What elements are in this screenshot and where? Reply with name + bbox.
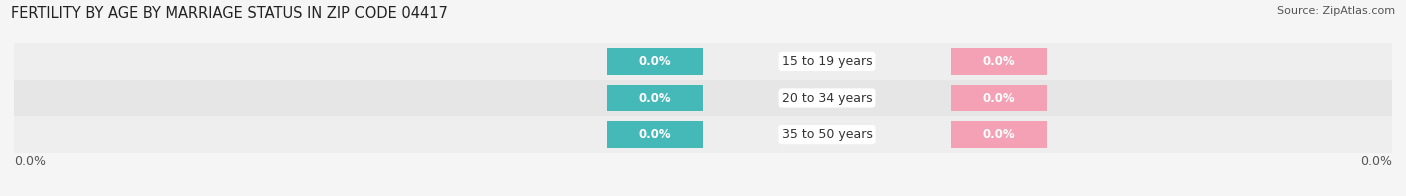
Text: FERTILITY BY AGE BY MARRIAGE STATUS IN ZIP CODE 04417: FERTILITY BY AGE BY MARRIAGE STATUS IN Z… — [11, 6, 449, 21]
Text: 0.0%: 0.0% — [638, 92, 671, 104]
Text: 0.0%: 0.0% — [14, 155, 46, 168]
Bar — [950, 85, 1047, 111]
Text: 20 to 34 years: 20 to 34 years — [782, 92, 872, 104]
Bar — [606, 85, 703, 111]
Bar — [606, 48, 703, 75]
Text: 0.0%: 0.0% — [983, 92, 1015, 104]
Text: 0.0%: 0.0% — [638, 128, 671, 141]
Text: 0.0%: 0.0% — [983, 128, 1015, 141]
Bar — [14, 80, 1392, 116]
Text: 0.0%: 0.0% — [983, 55, 1015, 68]
Text: 0.0%: 0.0% — [638, 55, 671, 68]
Bar — [950, 48, 1047, 75]
Text: Source: ZipAtlas.com: Source: ZipAtlas.com — [1277, 6, 1395, 16]
Legend: Married, Unmarried: Married, Unmarried — [620, 192, 786, 196]
Bar — [14, 43, 1392, 80]
Bar — [606, 121, 703, 148]
Bar — [14, 116, 1392, 153]
Text: 35 to 50 years: 35 to 50 years — [782, 128, 873, 141]
Bar — [950, 121, 1047, 148]
Text: 15 to 19 years: 15 to 19 years — [782, 55, 872, 68]
Text: 0.0%: 0.0% — [1360, 155, 1392, 168]
